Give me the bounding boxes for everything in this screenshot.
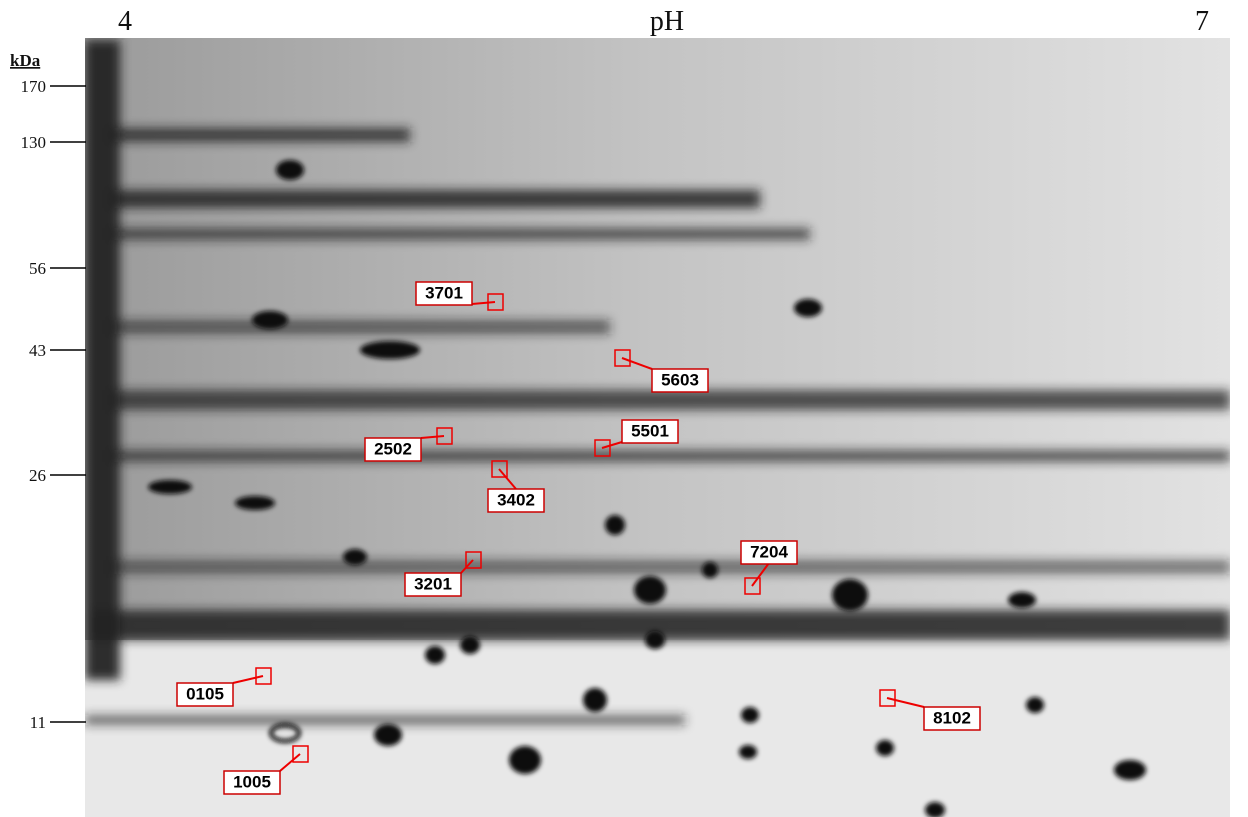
spot-label-box xyxy=(923,706,981,731)
spot-square xyxy=(292,745,309,763)
spot-square xyxy=(614,349,631,367)
marker-label: 26 xyxy=(29,466,46,485)
spot-connector xyxy=(601,441,623,449)
spot-label-box xyxy=(621,419,679,444)
spot-square xyxy=(744,577,761,595)
spot-label-box xyxy=(223,770,281,795)
spot-label: 5501 xyxy=(631,421,669,440)
spot-square xyxy=(255,667,272,685)
spot-connector xyxy=(751,562,770,587)
spot-square xyxy=(879,689,896,707)
marker-label: 56 xyxy=(29,259,46,278)
spot-label: 5603 xyxy=(661,370,699,389)
mw-unit: kDa xyxy=(10,51,41,70)
spot-connector xyxy=(498,468,517,490)
spot-square xyxy=(487,293,504,311)
spot-label: 2502 xyxy=(374,439,412,458)
spot-label: 3402 xyxy=(497,490,535,509)
spot-square xyxy=(491,460,508,478)
spot-label-box xyxy=(651,368,709,393)
marker-label: 43 xyxy=(29,341,46,360)
spot-label-box xyxy=(176,682,234,707)
spot-connector xyxy=(279,753,301,772)
spot-label-box xyxy=(487,488,545,513)
marker-label: 130 xyxy=(21,133,47,152)
spot-label: 0105 xyxy=(186,684,224,703)
spot-connector xyxy=(232,675,264,684)
gel-image xyxy=(85,38,1230,817)
spot-label: 3701 xyxy=(425,283,463,302)
spot-label: 3201 xyxy=(414,574,452,593)
spot-label: 7204 xyxy=(750,542,788,561)
spot-square xyxy=(465,551,482,569)
spot-connector xyxy=(420,435,445,439)
spot-connector xyxy=(621,357,653,370)
marker-label: 170 xyxy=(21,77,47,96)
spot-label-box xyxy=(364,437,422,462)
spot-square xyxy=(436,427,453,445)
spot-label-box xyxy=(740,540,798,565)
spot-connector xyxy=(471,301,496,305)
marker-label: 11 xyxy=(30,713,46,732)
spot-label-box xyxy=(415,281,473,306)
ph-label: pH xyxy=(650,6,684,37)
spot-connector xyxy=(886,697,925,708)
spot-connector xyxy=(460,559,474,574)
spot-label: 8102 xyxy=(933,708,971,727)
spot-label: 1005 xyxy=(233,772,271,791)
ph-start: 4 xyxy=(118,6,132,37)
spot-square xyxy=(594,439,611,457)
ph-end: 7 xyxy=(1195,6,1209,37)
spot-label-box xyxy=(404,572,462,597)
